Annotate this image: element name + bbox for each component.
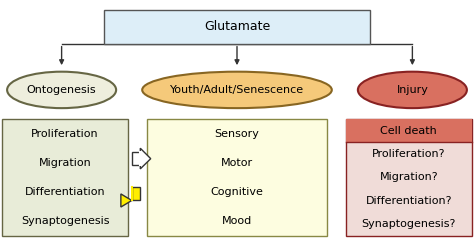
Text: Differentiation?: Differentiation? — [365, 196, 452, 206]
Text: Synaptogenesis: Synaptogenesis — [21, 216, 109, 226]
Ellipse shape — [7, 72, 116, 108]
Text: Cognitive: Cognitive — [210, 187, 264, 197]
Text: Synaptogenesis?: Synaptogenesis? — [362, 219, 456, 229]
Text: Mood: Mood — [222, 216, 252, 226]
Text: Ontogenesis: Ontogenesis — [27, 85, 96, 95]
Text: Cell death: Cell death — [381, 126, 437, 136]
Text: Migration?: Migration? — [380, 172, 438, 182]
Text: Migration: Migration — [39, 158, 91, 168]
Ellipse shape — [358, 72, 467, 108]
FancyBboxPatch shape — [346, 119, 472, 236]
Text: Glutamate: Glutamate — [204, 20, 270, 33]
Text: Proliferation?: Proliferation? — [372, 149, 446, 159]
FancyBboxPatch shape — [346, 119, 472, 142]
Text: Youth/Adult/Senescence: Youth/Adult/Senescence — [170, 85, 304, 95]
FancyBboxPatch shape — [132, 152, 140, 165]
Text: Differentiation: Differentiation — [25, 187, 106, 197]
Polygon shape — [121, 194, 132, 207]
FancyBboxPatch shape — [147, 119, 327, 236]
Text: Proliferation: Proliferation — [31, 129, 99, 139]
FancyBboxPatch shape — [132, 187, 140, 200]
Ellipse shape — [142, 72, 332, 108]
FancyBboxPatch shape — [104, 10, 370, 44]
Text: Injury: Injury — [396, 85, 428, 95]
Text: Motor: Motor — [221, 158, 253, 168]
Polygon shape — [140, 148, 151, 169]
FancyBboxPatch shape — [2, 119, 128, 236]
Text: Sensory: Sensory — [215, 129, 259, 139]
